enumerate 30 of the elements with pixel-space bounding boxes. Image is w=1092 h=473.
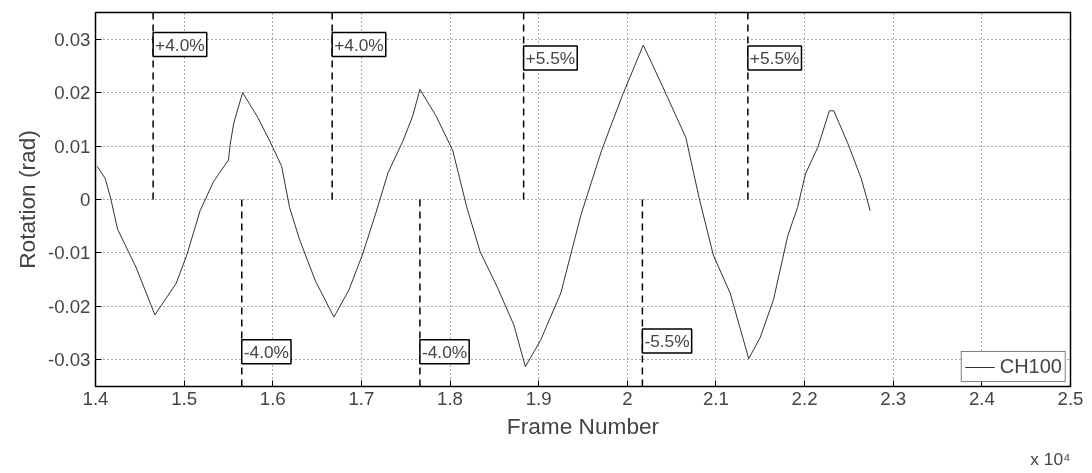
y-tick-label: 0.01 — [54, 135, 91, 157]
annotation: +4.0% — [155, 34, 205, 55]
x-tick-label: 1.6 — [259, 387, 286, 409]
annotation: +5.5% — [525, 47, 576, 68]
x-tick-label: 1.4 — [82, 387, 109, 409]
y-tick-label: 0 — [80, 189, 91, 210]
x-tick-label: 2.3 — [880, 387, 907, 409]
x-tick-label: 1.8 — [437, 387, 464, 409]
x-tick-label: 2 — [622, 387, 633, 409]
x-tick-label: 2.1 — [702, 387, 729, 409]
annotation: -5.5% — [644, 331, 690, 352]
x-tick-label: 2.5 — [1057, 387, 1084, 409]
x-tick-label: 1.5 — [171, 387, 198, 409]
annotation: +5.5% — [749, 47, 800, 68]
x-tick-label: 2.2 — [791, 387, 818, 409]
y-tick-label: 0.03 — [54, 28, 91, 50]
legend-label: CH100 — [999, 355, 1062, 378]
y-tick-label: -0.02 — [47, 295, 91, 317]
x-tick-label: 2.4 — [968, 387, 995, 409]
y-tick-label: 0.02 — [54, 82, 91, 104]
annotation: -4.0% — [243, 341, 290, 362]
annotation: +4.0% — [334, 34, 384, 55]
x-axis-title: Frame Number — [506, 412, 660, 439]
y-tick-label: -0.03 — [47, 349, 91, 371]
y-axis-title: Rotation (rad) — [13, 130, 40, 269]
y-tick-label: -0.01 — [47, 242, 91, 264]
x-tick-label: 1.9 — [525, 387, 552, 409]
annotation: -4.0% — [421, 341, 468, 362]
x-tick-label: 1.7 — [348, 387, 375, 409]
text: x 10⁴ — [1030, 448, 1071, 469]
